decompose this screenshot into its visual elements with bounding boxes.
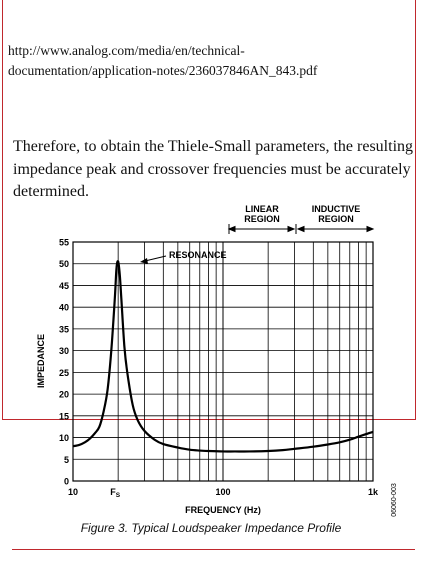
arrowhead [296,225,305,233]
chart-ticks: 0 5 10 15 20 25 30 35 40 45 50 55 10 100 1k FS [59,238,379,500]
source-url-line-2: documentation/application-notes/23603784… [8,63,318,78]
y-tick-label: 55 [59,238,69,248]
figure-caption: Figure 3. Typical Loudspeaker Impedance … [80,521,342,535]
y-tick-label: 45 [59,281,69,291]
y-axis-label: IMPEDANCE [36,334,46,388]
y-tick-label: 35 [59,324,69,334]
source-url-line-1: http://www.analog.com/media/en/technical… [8,43,245,58]
inductive-region-label: INDUCTIVE [312,204,361,214]
bottom-rule [12,549,415,550]
x-axis-label: FREQUENCY (Hz) [185,505,261,515]
y-tick-label: 50 [59,259,69,269]
arrowhead [227,225,236,233]
chart-grid [73,242,373,481]
body-paragraph: Therefore, to obtain the Thiele-Small pa… [13,136,413,204]
x-tick-label: 100 [215,487,230,497]
y-tick-label: 10 [59,433,69,443]
fs-tick-label: FS [110,487,121,499]
arrowhead [366,225,375,233]
resonance-arrow [144,255,167,262]
y-tick-label: 25 [59,368,69,378]
paragraph-line-2: impedance peak and crossover frequencies… [13,160,411,178]
y-tick-label: 15 [59,411,69,421]
paragraph-line-1: Therefore, to obtain the Thiele-Small pa… [13,138,414,155]
y-tick-label: 5 [64,455,69,465]
plot-frame [72,241,374,482]
y-tick-label: 40 [59,303,69,313]
x-tick-label: 10 [68,487,78,497]
y-tick-label: 30 [59,346,69,356]
x-tick-label: 1k [368,487,379,497]
arrowhead [287,225,296,233]
resonance-arrowhead [140,258,148,264]
resonance-label: RESONANCE [169,250,227,260]
figure-id: 06060-003 [391,483,398,517]
y-tick-label: 0 [64,477,69,487]
y-tick-label: 20 [59,390,69,400]
region-markers [227,224,375,234]
linear-region-label-2: REGION [244,214,280,224]
page-frame [2,0,416,420]
impedance-curve [72,260,374,453]
impedance-chart: 0 5 10 15 20 25 30 35 40 45 50 55 10 100 1k FS LINEAR R… [36,204,398,517]
paragraph-line-3: determined. [13,183,89,200]
linear-region-label: LINEAR [245,204,279,214]
inductive-region-label-2: REGION [318,214,354,224]
source-url[interactable]: http://www.analog.com/media/en/technical… [8,41,408,81]
